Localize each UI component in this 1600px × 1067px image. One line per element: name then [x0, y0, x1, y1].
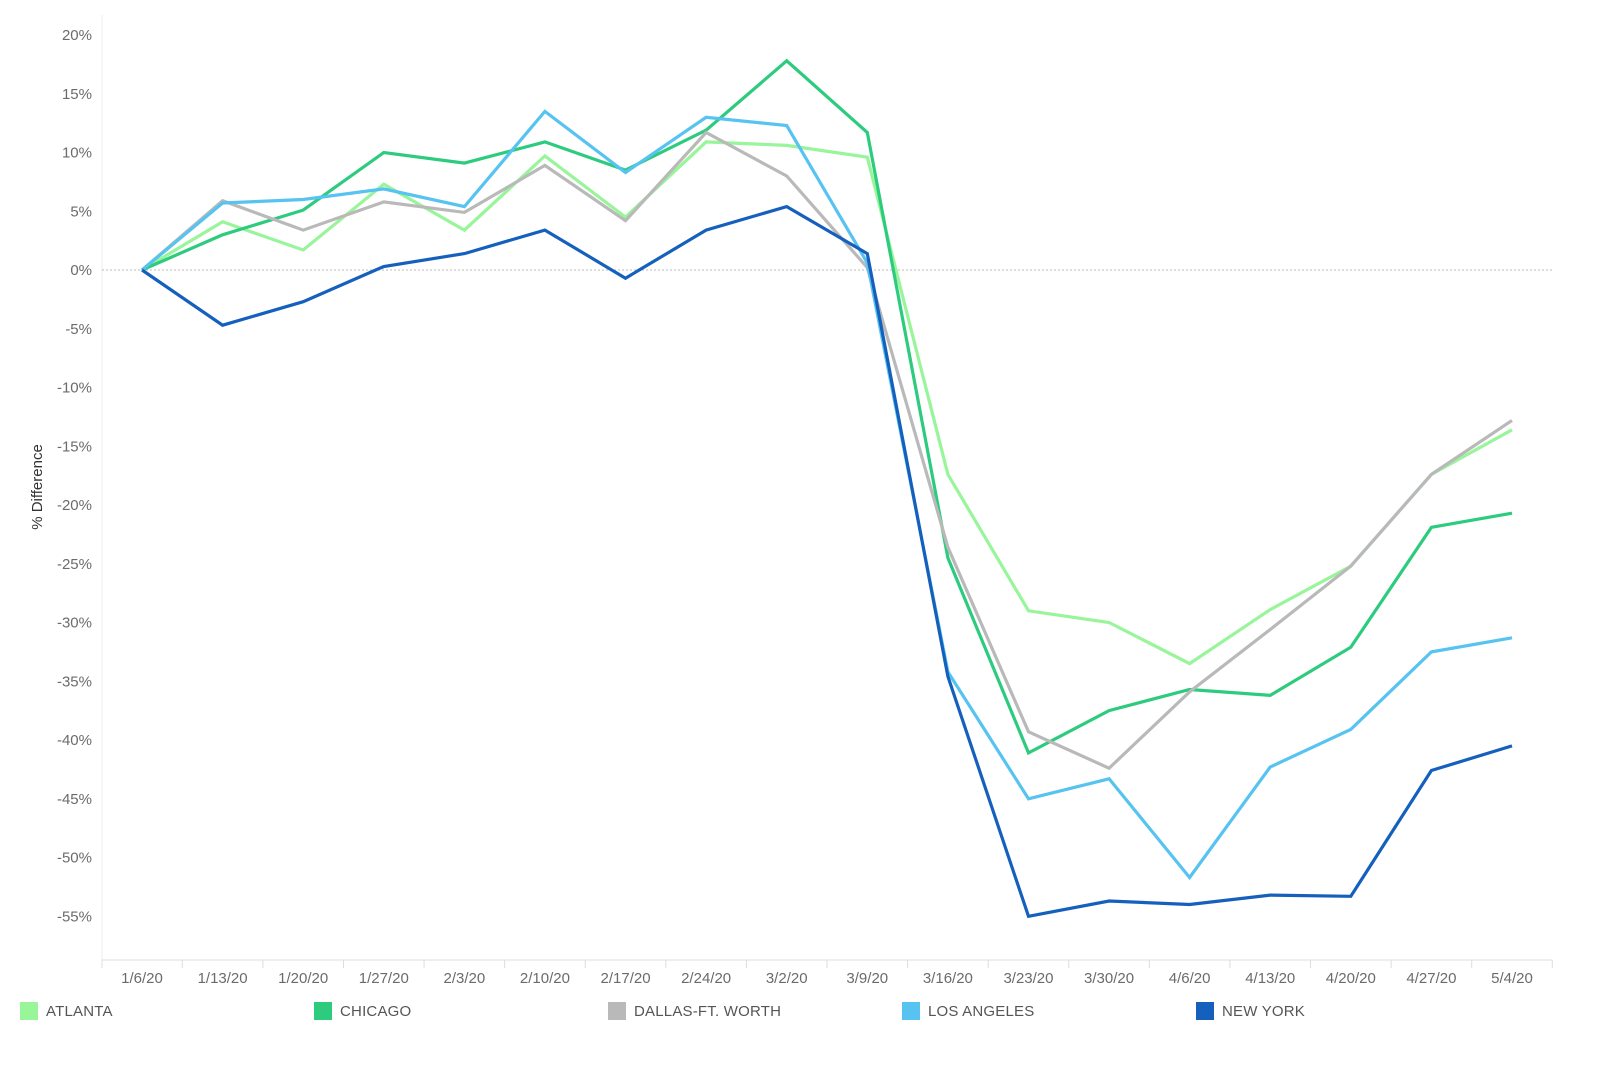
y-tick-label: -55%: [57, 908, 92, 925]
legend-item[interactable]: CHICAGO: [314, 1002, 411, 1020]
y-tick-label: -30%: [57, 615, 92, 632]
y-tick-label: -25%: [57, 556, 92, 573]
x-axis: 1/6/20 1/13/20 1/20/20 1/27/20 2/3/20 2/10/20…: [101, 959, 1553, 987]
legend-swatch: [902, 1002, 920, 1020]
y-tick-label: -5%: [65, 321, 92, 338]
y-tick-label: -20%: [57, 497, 92, 514]
legend-swatch: [1196, 1002, 1214, 1020]
legend-swatch: [608, 1002, 626, 1020]
y-axis-label: % Difference: [29, 444, 46, 530]
x-tick-label: 5/4/20: [1491, 970, 1533, 987]
series-line-dallas-ft-worth[interactable]: [140, 130, 1513, 771]
x-tick-label: 2/10/20: [520, 970, 570, 987]
x-tick-label: 3/16/20: [923, 970, 973, 987]
x-tick-label: 4/20/20: [1326, 970, 1376, 987]
legend-label: LOS ANGELES: [928, 1002, 1035, 1020]
x-tick-label: 1/13/20: [198, 970, 248, 987]
y-tick-label: -40%: [57, 732, 92, 749]
y-tick-label: 15%: [62, 86, 92, 103]
x-tick-label: 1/20/20: [278, 970, 328, 987]
y-tick-label: -45%: [57, 791, 92, 808]
x-tick-label: 3/23/20: [1003, 970, 1053, 987]
legend-item[interactable]: DALLAS-FT. WORTH: [608, 1002, 781, 1020]
x-tick-label: 2/17/20: [601, 970, 651, 987]
x-tick-label: 3/9/20: [846, 970, 888, 987]
series-line-new-york[interactable]: [141, 204, 1513, 919]
y-tick-label: -50%: [57, 850, 92, 867]
legend-item[interactable]: ATLANTA: [20, 1002, 113, 1020]
x-tick-label: 2/3/20: [443, 970, 485, 987]
y-tick-label: -15%: [57, 438, 92, 455]
series-lines: [140, 58, 1513, 919]
x-tick-label: 1/6/20: [121, 970, 163, 987]
x-tick-label: 3/30/20: [1084, 970, 1134, 987]
legend-label: NEW YORK: [1222, 1002, 1306, 1020]
legend-swatch: [20, 1002, 38, 1020]
x-tick-label: 4/13/20: [1245, 970, 1295, 987]
series-line-los-angeles[interactable]: [140, 109, 1513, 881]
legend-swatch: [314, 1002, 332, 1020]
x-tick-label: 4/6/20: [1169, 970, 1211, 987]
series-line-chicago[interactable]: [141, 58, 1513, 756]
y-tick-label: 20%: [62, 27, 92, 44]
y-tick-label: 5%: [70, 203, 92, 220]
y-tick-label: -35%: [57, 673, 92, 690]
series-line-atlanta[interactable]: [141, 140, 1513, 666]
y-axis: 20% 15% 10% 5% 0% -5% -10% -15% -20% -25% -30% -35%…: [57, 15, 103, 960]
y-tick-label: 10%: [62, 145, 92, 162]
y-tick-label: -10%: [57, 380, 92, 397]
x-tick-label: 1/27/20: [359, 970, 409, 987]
x-tick-label: 4/27/20: [1406, 970, 1456, 987]
x-tick-label: 3/2/20: [766, 970, 808, 987]
y-tick-label: 0%: [70, 262, 92, 279]
line-chart: 20% 15% 10% 5% 0% -5% -10% -15% -20% -25% -30% -35%…: [29, 15, 1553, 987]
legend-label: ATLANTA: [46, 1002, 113, 1020]
x-tick-label: 2/24/20: [681, 970, 731, 987]
legend-item[interactable]: NEW YORK: [1196, 1002, 1305, 1020]
legend-item[interactable]: LOS ANGELES: [902, 1002, 1034, 1020]
legend-label: CHICAGO: [340, 1002, 412, 1020]
legend-label: DALLAS-FT. WORTH: [634, 1002, 782, 1020]
legend: ATLANTA CHICAGO DALLAS-FT. WORTH LOS ANGELE…: [20, 1002, 1580, 1024]
